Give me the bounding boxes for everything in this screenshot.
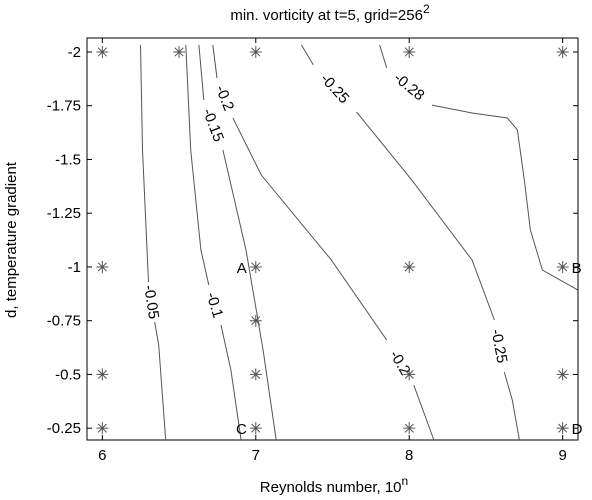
y-axis-label: d, temperature gradient: [3, 161, 20, 318]
contour-label: -0.25: [317, 70, 353, 107]
x-axis-label: Reynolds number, 10n: [260, 474, 408, 496]
asterisk-marker: [249, 422, 262, 435]
asterisk-marker: [249, 314, 262, 327]
x-label-superscript: n: [402, 474, 409, 488]
contour-label: -0.1: [203, 290, 227, 320]
x-label-text: Reynolds number, 10: [260, 479, 402, 496]
contour-line: [379, 44, 578, 291]
asterisk-marker: [96, 368, 109, 381]
asterisk-marker: [556, 260, 569, 273]
y-tick-label: -1.25: [47, 205, 81, 222]
asterisk-marker: [249, 368, 262, 381]
point-label: C: [236, 421, 247, 438]
asterisk-marker: [403, 422, 416, 435]
asterisk-marker: [403, 260, 416, 273]
contour-line: [140, 44, 167, 441]
asterisk-marker: [173, 45, 186, 58]
asterisk-marker: [96, 422, 109, 435]
y-tick-label: -1.5: [55, 151, 81, 168]
x-tick-label: 9: [558, 447, 566, 464]
point-label: D: [572, 421, 583, 438]
title-superscript: 2: [423, 2, 430, 16]
y-tick-label: -0.25: [47, 420, 81, 437]
asterisk-marker: [249, 45, 262, 58]
asterisk-marker: [556, 368, 569, 381]
plot-frame: [86, 37, 579, 441]
x-tick-label: 6: [98, 447, 106, 464]
contour-label: -0.05: [140, 284, 162, 320]
contour-line: [300, 44, 520, 441]
asterisk-marker: [96, 45, 109, 58]
y-tick-label: -0.75: [47, 313, 81, 330]
asterisk-marker: [556, 422, 569, 435]
asterisk-marker: [556, 45, 569, 58]
x-tick-label: 8: [405, 447, 413, 464]
asterisk-marker: [403, 368, 416, 381]
asterisk-marker: [403, 45, 416, 58]
contour-label: -0.25: [487, 328, 510, 365]
y-tick-label: -0.5: [55, 366, 81, 383]
y-tick-label: -2: [68, 44, 81, 61]
contour-line: [212, 44, 435, 441]
y-tick-label: -1.75: [47, 98, 81, 115]
point-label: A: [237, 260, 247, 277]
x-tick-label: 7: [252, 447, 260, 464]
chart-title: min. vorticity at t=5, grid=2562: [230, 2, 430, 24]
point-label: B: [572, 260, 582, 277]
asterisk-marker: [96, 260, 109, 273]
y-tick-label: -1: [68, 259, 81, 276]
asterisk-marker: [249, 260, 262, 273]
contour-line: [185, 44, 242, 441]
title-text: min. vorticity at t=5, grid=256: [230, 7, 423, 24]
contour-line: [198, 44, 277, 441]
contour-label: -0.28: [390, 69, 427, 104]
